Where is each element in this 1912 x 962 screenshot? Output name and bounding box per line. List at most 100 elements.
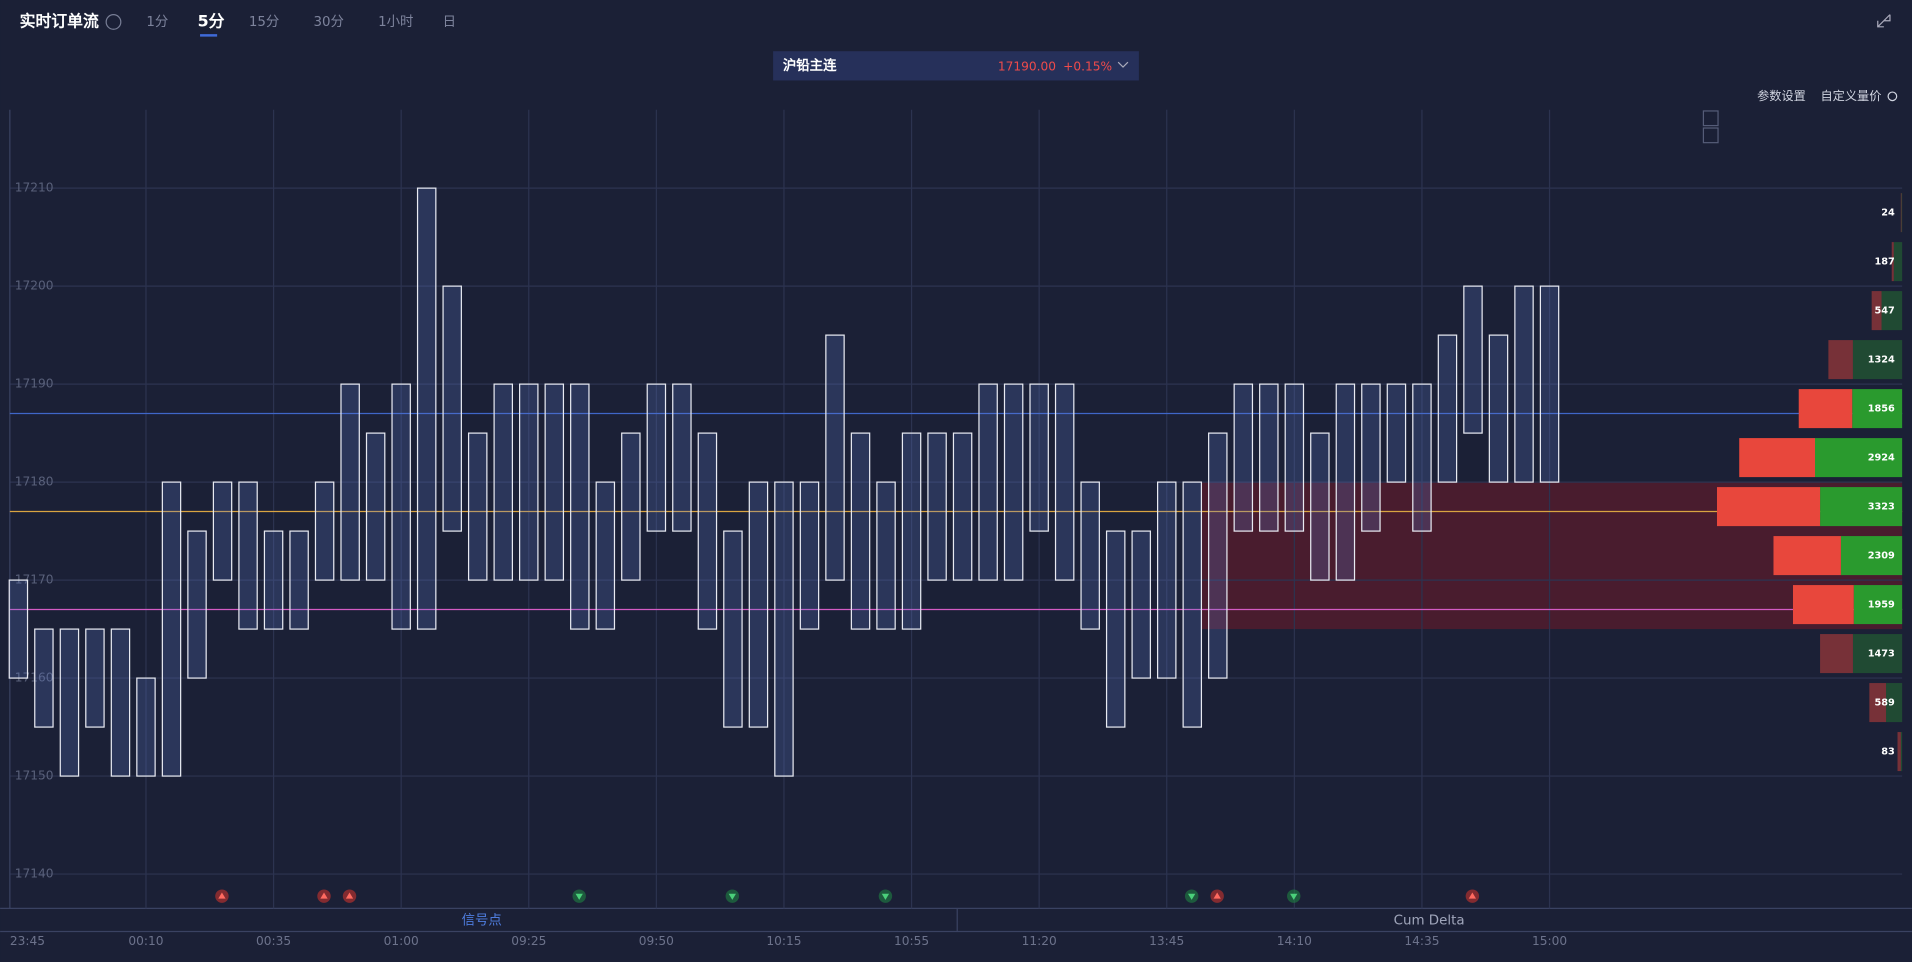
footprint-box [1208,432,1228,679]
footprint-box [1437,334,1458,483]
footprint-box [1412,383,1432,532]
footprint-box [85,628,105,728]
profile-buy [1900,732,1903,772]
profile-buy [1901,193,1903,233]
collapse-icon[interactable] [1877,14,1891,28]
footprint-box [187,530,207,679]
footprint-box [723,530,743,728]
dropdown-arrow [1117,61,1129,68]
signal-arrow [1290,893,1298,900]
footprint-box [1080,481,1100,630]
footprint-box [799,481,820,630]
footprint-box [570,383,590,630]
clock-icon [1887,91,1898,102]
timeframe-tab[interactable]: 日 [443,15,456,30]
footprint-box [1488,334,1509,483]
x-tick-label: 10:55 [894,934,929,948]
footprint-box [1156,481,1177,679]
footprint-box [646,383,667,532]
instrument-box[interactable] [773,51,1139,81]
footprint-box [493,383,514,581]
profile-sell [1798,389,1853,429]
profile-sell [1897,732,1901,772]
signal-arrow [218,892,226,899]
footprint-box [519,383,539,581]
signal-arrow [345,892,354,899]
footprint-box [340,383,360,581]
y-tick-label: 17210 [15,181,54,195]
profile-buy [1853,585,1903,625]
footprint-box [442,285,462,532]
signal-arrow [881,893,890,900]
profile-total: 1856 [1868,404,1895,415]
footprint-box [1335,383,1356,581]
footprint-box [901,432,922,630]
profile-buy [1852,634,1903,674]
panel-label[interactable]: 信号点 [462,913,502,929]
footprint-box [952,432,973,581]
y-tick-label: 17150 [15,769,54,783]
timeframe-tab[interactable]: 15分 [249,14,279,30]
timeframe-tab[interactable]: 30分 [313,14,343,30]
footprint-box [1463,285,1483,434]
help-button[interactable] [1702,127,1719,144]
footprint-box [825,334,845,581]
footprint-box [136,677,156,777]
profile-buy [1852,340,1903,380]
profile-sell [1820,634,1853,674]
x-tick-label: 13:45 [1149,934,1184,948]
footprint-box [1233,383,1254,532]
profile-total: 589 [1874,698,1895,709]
footprint-box [467,432,488,581]
profile-buy [1852,389,1903,429]
profile-sell [1900,193,1902,233]
profile-buy [1886,683,1903,723]
instrument-name: 沪铅主连 [783,57,837,74]
footprint-box [774,481,794,777]
timeframe-tab[interactable]: 1分 [146,14,168,30]
footprint-box [161,481,182,777]
footprint-box [416,187,437,630]
profile-total: 24 [1881,208,1895,219]
footprint-box [212,481,233,581]
signal-arrow [575,893,583,900]
app-title: 实时订单流 [20,11,99,30]
help-icon[interactable] [105,14,122,30]
y-tick-label: 17140 [15,867,54,881]
profile-sell [1716,487,1821,527]
footprint-box [238,481,258,630]
y-tick-label: 17180 [15,475,54,489]
footprint-box [59,628,80,777]
footprint-box [544,383,565,581]
footprint-box [8,579,29,679]
footprint-box [1003,383,1024,581]
profile-buy [1840,536,1903,576]
signal-arrow [1188,893,1196,900]
instrument-change: +0.15% [1063,60,1112,74]
x-tick-label: 00:35 [256,934,291,948]
toolbar-item[interactable]: 自定义量价 [1820,88,1881,103]
footprint-box [850,432,871,630]
instrument-price: 17190.00 [998,60,1056,74]
footprint-box [314,481,335,581]
footprint-box [365,432,386,581]
profile-total: 1959 [1868,600,1895,611]
footprint-box [1105,530,1126,728]
footprint-box [1386,383,1407,483]
footprint-box [876,481,896,630]
signal-arrow [320,892,328,899]
footprint-box [110,628,131,777]
y-tick-label: 17170 [15,573,54,587]
timeframe-tab[interactable]: 1小时 [378,14,413,30]
timeframe-tab[interactable]: 5分 [198,11,225,30]
toolbar-item[interactable]: 参数设置 [1757,88,1806,103]
y-tick-label: 17200 [15,279,54,293]
footprint-box [1514,285,1534,483]
expand-button[interactable] [1702,110,1719,127]
footprint-box [1310,432,1330,581]
panel-label[interactable]: Cum Delta [1394,914,1465,929]
x-tick-label: 00:10 [128,934,163,948]
profile-sell [1891,242,1894,282]
